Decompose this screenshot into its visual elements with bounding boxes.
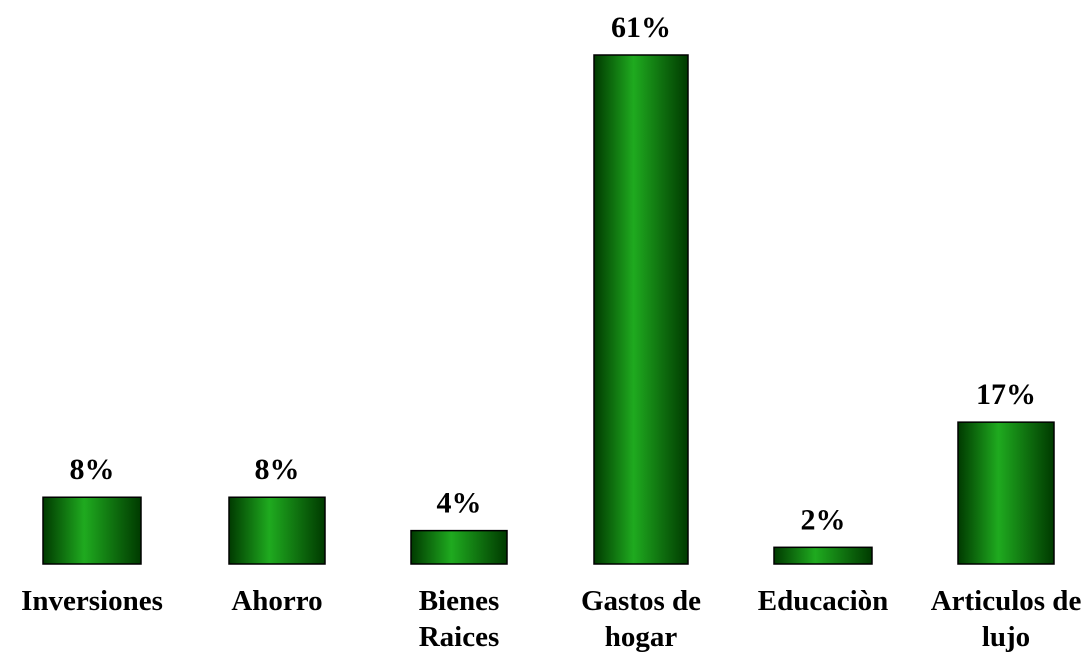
category-label: Articulos de lujo <box>931 585 1082 653</box>
bars-group <box>42 54 1055 565</box>
data-label: 8% <box>255 453 300 486</box>
category-labels-group: Inversiones Ahorro Bienes Raices Gastos de ho… <box>21 585 1081 653</box>
data-label: 61% <box>611 11 671 44</box>
category-label-line: Raices <box>419 621 500 653</box>
category-label: Bienes Raices <box>419 585 500 653</box>
category-label-line: Ahorro <box>231 585 322 617</box>
bar <box>593 54 689 565</box>
category-label-line: Educaciòn <box>758 585 889 617</box>
bar <box>410 529 508 565</box>
data-label: 2% <box>801 503 846 536</box>
data-labels-group: 8% 8% 4% 61% 2% 17% <box>70 11 1037 536</box>
category-label-line: Gastos de <box>581 585 701 617</box>
bar <box>957 421 1055 565</box>
data-label: 17% <box>976 378 1036 411</box>
bar <box>42 496 142 565</box>
bar <box>228 496 326 565</box>
category-label: Educaciòn <box>758 585 889 617</box>
category-label-line: Articulos de <box>931 585 1082 617</box>
bar <box>773 546 873 565</box>
data-label: 4% <box>437 487 482 520</box>
category-label-line: Inversiones <box>21 585 163 617</box>
category-label: Ahorro <box>231 585 322 617</box>
category-label-line: lujo <box>982 621 1030 653</box>
category-label: Gastos de hogar <box>581 585 701 653</box>
category-label-line: Bienes <box>419 585 500 617</box>
category-label: Inversiones <box>21 585 163 617</box>
data-label: 8% <box>70 453 115 486</box>
category-label-line: hogar <box>605 621 678 653</box>
